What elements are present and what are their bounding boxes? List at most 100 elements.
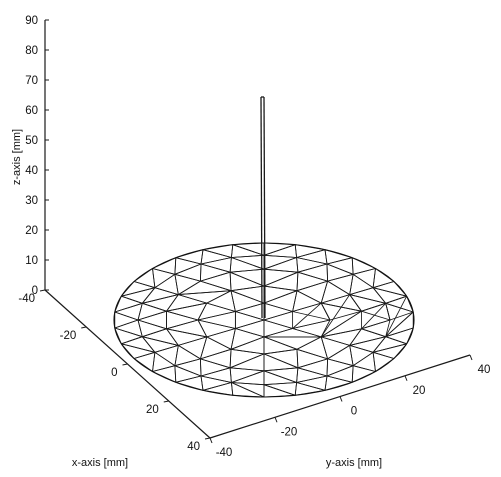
mesh-triangle [326, 365, 354, 383]
y-axis-title: y-axis [mm] [326, 457, 382, 469]
mesh-triangle [174, 257, 202, 275]
x-tick-label: -40 [18, 293, 35, 305]
mesh-triangle [199, 263, 231, 282]
y-tick-mark [274, 417, 278, 423]
mesh-triangle [263, 348, 299, 369]
mesh-triangle [263, 257, 299, 273]
mesh-triangle [199, 358, 231, 377]
mesh-triangle [263, 311, 294, 329]
y-tick-mark [404, 375, 408, 381]
mesh-triangle [297, 263, 329, 282]
mesh-triangle [141, 336, 179, 353]
mesh-triangle [263, 302, 294, 321]
mesh-triangle [199, 348, 232, 369]
y-tick-label: 0 [351, 406, 357, 418]
mesh-triangle [137, 310, 167, 330]
mesh-triangle [327, 344, 354, 367]
mesh-triangle [174, 273, 201, 296]
y-tick-label: 40 [478, 364, 491, 376]
mesh-triangle [174, 365, 202, 383]
z-tick-label: 10 [25, 255, 38, 267]
post-right-edge [263, 96, 266, 319]
y-tick-label: -40 [216, 447, 233, 459]
mesh-triangle [166, 302, 208, 321]
x-tick-mark [204, 437, 211, 440]
mesh-triangle [263, 328, 322, 338]
mesh-triangle [263, 367, 299, 383]
x-tick-label: -20 [60, 330, 77, 342]
mesh-triangle [234, 311, 265, 329]
x-tick-label: 0 [111, 367, 117, 379]
mesh-triangle [263, 271, 299, 292]
mesh-triangle [114, 295, 143, 313]
y-axis-ticks: -40 -20 0 20 40 [209, 354, 491, 459]
y-tick-label: -20 [281, 426, 298, 438]
mesh-triangle [197, 311, 236, 329]
mesh-triangle [234, 302, 265, 321]
mesh-triangle [137, 302, 167, 321]
mesh-triangle [230, 382, 265, 398]
mesh-triangle [296, 375, 328, 391]
x-tick-label: 40 [187, 441, 200, 453]
mesh-triangle [230, 244, 265, 258]
mesh-triangle [114, 302, 143, 321]
z-tick-label: 60 [25, 105, 38, 117]
y-tick-mark [339, 396, 343, 402]
z-tick-label: 70 [25, 75, 38, 87]
mesh-triangle [263, 382, 298, 396]
mesh-triangle [296, 348, 329, 369]
triangle-mesh [113, 242, 415, 398]
z-tick-label: 90 [25, 15, 38, 27]
z-axis-ticks: 0 10 20 30 40 50 60 70 80 90 [25, 15, 49, 297]
z-tick-label: 40 [25, 165, 38, 177]
mesh-triangle [114, 311, 139, 329]
x-axis-ticks: -40 -20 0 20 40 [18, 289, 211, 453]
vertical-post [260, 96, 266, 319]
mesh-triangle [230, 290, 265, 312]
mesh-triangle [296, 249, 328, 265]
mesh-triangle [385, 295, 414, 338]
mesh-triangle [200, 249, 232, 265]
mesh-triangle [349, 287, 387, 304]
y-tick-label: 20 [413, 385, 426, 397]
z-tick-label: 30 [25, 195, 38, 207]
mesh-triangle [197, 302, 236, 321]
mesh-triangle [361, 302, 391, 321]
mesh-triangle [320, 302, 362, 321]
mesh-triangle [385, 327, 414, 345]
mesh-triangle [263, 319, 294, 338]
mesh-triangle [229, 257, 265, 273]
mesh-triangle [229, 271, 265, 292]
mesh-triangle [326, 257, 354, 275]
mesh-outer-rim [113, 242, 415, 398]
mesh-triangle [361, 302, 391, 330]
y-tick-mark [209, 437, 213, 444]
mesh-triangle [234, 319, 265, 338]
y-tick-mark [469, 354, 473, 361]
mesh-triangle [263, 336, 322, 350]
mesh-triangle [297, 358, 329, 377]
mesh-triangle [152, 268, 176, 289]
mesh-triangle [137, 319, 167, 338]
mesh-triangle [229, 367, 265, 383]
mesh-triangle [296, 336, 329, 360]
x-tick-mark [122, 363, 128, 366]
mesh-triangle [296, 257, 328, 273]
mesh-triangle [133, 351, 156, 372]
mesh-triangle [324, 375, 353, 391]
x-tick-label: 20 [146, 404, 159, 416]
mesh-triangle [154, 344, 179, 367]
z-tick-label: 80 [25, 45, 38, 57]
mesh-triangle [372, 268, 395, 289]
mesh-triangle [385, 302, 414, 321]
mesh-triangle [229, 348, 265, 369]
mesh-triangle [263, 242, 296, 256]
post-left-edge [260, 96, 263, 319]
mesh-triangle [175, 375, 204, 391]
mesh-triangle [166, 319, 208, 338]
mesh-triangle [200, 375, 232, 391]
mesh-triangle [114, 319, 143, 338]
x-tick-mark [163, 400, 169, 403]
mesh-triangle [166, 310, 199, 330]
